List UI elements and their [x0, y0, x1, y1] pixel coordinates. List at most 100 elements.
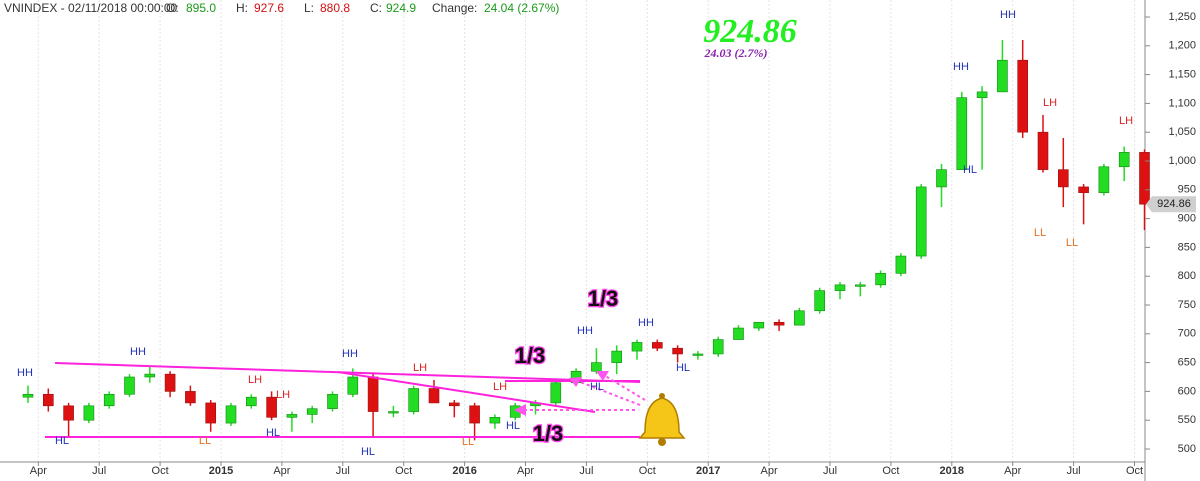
- candle-body: [448, 402, 460, 407]
- candle-body: [794, 310, 805, 326]
- y-tick-label: 1,050: [1168, 126, 1196, 138]
- swing-label: LL: [199, 435, 211, 447]
- arrow: [601, 373, 646, 401]
- swing-label: LH: [1119, 115, 1133, 127]
- x-tick-label: Oct: [1126, 465, 1143, 477]
- candle-body: [124, 376, 135, 395]
- close-label: C:: [370, 1, 382, 15]
- candle-body: [327, 393, 338, 409]
- candle-body: [1118, 152, 1130, 168]
- bell-icon: [638, 393, 686, 446]
- arrow-head: [596, 371, 609, 381]
- x-tick-label: Jul: [336, 465, 350, 477]
- trend-line: [337, 371, 596, 413]
- x-tick-label: Oct: [882, 465, 899, 477]
- swing-label: HL: [266, 427, 280, 439]
- x-tick-label: 2017: [696, 465, 720, 477]
- y-tick-label: 1,150: [1168, 69, 1196, 81]
- low: 880.8: [320, 1, 350, 15]
- swing-label: HH: [953, 61, 969, 73]
- candle-body: [956, 97, 968, 170]
- y-tick-label: 600: [1178, 385, 1196, 397]
- candle-body: [753, 321, 765, 329]
- open: 895.0: [186, 1, 216, 15]
- x-tick-label: 2016: [452, 465, 476, 477]
- header: VNINDEX - 02/11/2018 00:00:00 O: 895.0 H…: [4, 1, 559, 15]
- swing-label: LH: [276, 389, 290, 401]
- x-tick-label: Oct: [152, 465, 169, 477]
- close: 924.9: [386, 1, 416, 15]
- x-tick-label: Apr: [1004, 465, 1021, 477]
- fraction-label: 1/3: [533, 421, 564, 446]
- swing-label: HL: [676, 362, 690, 374]
- x-tick-label: Jul: [1067, 465, 1081, 477]
- x-tick-label: Jul: [823, 465, 837, 477]
- x-tick-label: Oct: [639, 465, 656, 477]
- candle-body: [1139, 152, 1150, 205]
- y-tick-label: 1,100: [1168, 97, 1196, 109]
- swing-label: HH: [130, 346, 146, 358]
- candle-body: [205, 402, 216, 424]
- candle-body: [42, 393, 54, 407]
- swing-label: LL: [1034, 227, 1046, 239]
- candle-body: [367, 376, 379, 412]
- swing-label: HH: [638, 317, 654, 329]
- candle-body: [388, 411, 399, 414]
- candle-body: [83, 405, 95, 421]
- candle-body: [936, 169, 947, 188]
- candle-body: [712, 339, 724, 355]
- swing-label: LL: [462, 436, 474, 448]
- candle-body: [997, 59, 1008, 93]
- candle-body: [225, 405, 237, 424]
- y-tick-label: 1,200: [1168, 40, 1196, 52]
- y-tick-label: 750: [1178, 299, 1196, 311]
- arrow-head: [514, 404, 526, 416]
- candles: [22, 40, 1150, 441]
- high-label: H:: [236, 1, 248, 15]
- last-price: 924.86: [703, 13, 797, 50]
- x-tick-label: Apr: [517, 465, 534, 477]
- arrow-head: [569, 377, 582, 387]
- candle-body: [1017, 59, 1029, 133]
- change: 24.04 (2.67%): [484, 1, 559, 15]
- x-tick-label: Jul: [92, 465, 106, 477]
- candle-body: [611, 350, 623, 363]
- swing-label: LL: [1066, 237, 1078, 249]
- swing-label: LH: [493, 381, 507, 393]
- candle-body: [469, 405, 480, 424]
- candle-body: [22, 393, 34, 398]
- y-tick-label: 850: [1178, 241, 1196, 253]
- last-change: 24.03 (2.7%): [704, 46, 768, 60]
- swing-label: HH: [577, 325, 593, 337]
- x-tick-label: Apr: [30, 465, 47, 477]
- bell-clapper: [658, 438, 666, 446]
- y-tick-label: 500: [1178, 443, 1196, 455]
- candle-body: [591, 362, 602, 372]
- y-tick-label: 650: [1178, 357, 1196, 369]
- swing-label: HL: [361, 446, 375, 458]
- price-tag: 924.86: [1157, 198, 1191, 210]
- annotations: HH HL HH LL LH LH HL HH HL LH LL LH HL HH HH HL HL HH HH HL…: [17, 9, 1133, 458]
- y-tick-label: 550: [1178, 414, 1196, 426]
- candle-body: [631, 342, 643, 352]
- bell-body: [638, 397, 686, 439]
- y-tick-label: 1,000: [1168, 155, 1196, 167]
- trend-lines: [45, 362, 641, 438]
- candle-body: [672, 347, 683, 355]
- symbol: VNINDEX - 02/11/2018 00:00:00: [4, 1, 178, 15]
- candle-body: [1098, 166, 1110, 193]
- candle-body: [814, 290, 826, 312]
- fraction-label: 1/3: [515, 343, 546, 368]
- swing-label: LH: [413, 362, 427, 374]
- candle-body: [306, 408, 318, 415]
- candle-body: [733, 327, 744, 340]
- swing-label: HL: [506, 420, 520, 432]
- x-tick-label: Apr: [273, 465, 290, 477]
- x-tick-label: 2018: [940, 465, 964, 477]
- swing-label: HL: [55, 435, 69, 447]
- candle-body: [651, 342, 663, 349]
- y-tick-label: 700: [1178, 328, 1196, 340]
- x-tick-label: Jul: [579, 465, 593, 477]
- candle-body: [63, 405, 74, 421]
